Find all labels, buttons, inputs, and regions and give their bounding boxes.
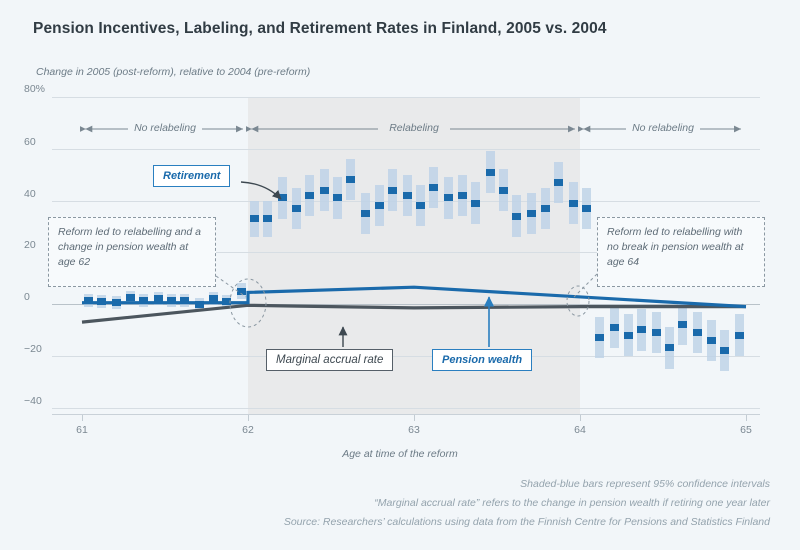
gridline--20 bbox=[52, 355, 760, 357]
x-tick-64: 64 bbox=[574, 424, 586, 436]
marginal-accrual-rate-line bbox=[81, 303, 746, 324]
footnote-1: “Marginal accrual rate” refers to the ch… bbox=[374, 497, 770, 509]
y-tick-0: 0 bbox=[24, 291, 30, 303]
point-estimate-marker bbox=[304, 191, 314, 199]
point-estimate-marker bbox=[595, 334, 605, 342]
point-estimate-marker bbox=[582, 204, 592, 212]
x-tick-61: 61 bbox=[76, 424, 88, 436]
point-estimate-marker bbox=[208, 295, 218, 303]
point-estimate-marker bbox=[333, 194, 343, 202]
point-estimate-marker bbox=[84, 296, 94, 304]
y-tick-40: 40 bbox=[24, 187, 36, 200]
point-estimate-marker bbox=[665, 344, 675, 352]
x-axis-line bbox=[52, 414, 760, 415]
point-estimate-marker bbox=[734, 331, 744, 339]
point-estimate-marker bbox=[678, 321, 688, 329]
point-estimate-marker bbox=[636, 326, 646, 334]
region-label-0: No relabeling bbox=[134, 122, 196, 134]
region-bracket-relabeling bbox=[245, 125, 576, 133]
point-estimate-marker bbox=[610, 323, 620, 331]
x-tick-63: 63 bbox=[408, 424, 420, 436]
footnote-2: Source: Researchers’ calculations using … bbox=[283, 516, 770, 528]
point-estimate-marker bbox=[719, 347, 729, 355]
x-tick-mark-65 bbox=[746, 415, 747, 421]
point-estimate-marker bbox=[263, 215, 273, 223]
point-estimate-marker bbox=[138, 296, 148, 304]
point-estimate-marker bbox=[361, 209, 371, 217]
point-estimate-marker bbox=[553, 178, 563, 186]
region-label-1: Relabeling bbox=[389, 122, 439, 134]
point-estimate-marker bbox=[499, 186, 509, 194]
y-tick--20: −20 bbox=[24, 342, 42, 355]
region-bracket-no-relabeling-right bbox=[577, 125, 742, 133]
x-tick-mark-64 bbox=[580, 415, 581, 421]
point-estimate-marker bbox=[153, 295, 163, 303]
point-estimate-marker bbox=[429, 184, 439, 192]
leader-left-note bbox=[215, 275, 247, 298]
point-estimate-marker bbox=[651, 328, 661, 336]
pension-wealth-line bbox=[82, 285, 747, 309]
point-estimate-marker bbox=[485, 168, 495, 176]
point-estimate-marker bbox=[512, 212, 522, 220]
region-bracket-no-relabeling-left bbox=[79, 125, 244, 133]
x-tick-mark-63 bbox=[414, 415, 415, 421]
chart-subtitle: Change in 2005 (post-reform), relative t… bbox=[36, 66, 311, 78]
point-estimate-marker bbox=[527, 209, 537, 217]
x-tick-62: 62 bbox=[242, 424, 254, 436]
gridline-0 bbox=[52, 304, 760, 305]
tag-pension-wealth: Pension wealth bbox=[432, 349, 533, 371]
point-estimate-marker bbox=[180, 296, 190, 304]
gridline--40 bbox=[52, 407, 760, 409]
point-estimate-marker bbox=[167, 296, 177, 304]
x-tick-mark-62 bbox=[248, 415, 249, 421]
point-estimate-marker bbox=[374, 202, 384, 210]
footnote-0: Shaded-blue bars represent 95% confidenc… bbox=[520, 478, 770, 490]
point-estimate-marker bbox=[319, 186, 329, 194]
point-estimate-marker bbox=[470, 199, 480, 207]
annotation-note-left: Reform led to relabelling and a change i… bbox=[48, 217, 216, 287]
gridline-80 bbox=[52, 97, 760, 98]
y-tick-20: 20 bbox=[24, 239, 36, 252]
point-estimate-marker bbox=[236, 287, 246, 295]
y-tick-60: 60 bbox=[24, 135, 36, 148]
point-estimate-marker bbox=[457, 191, 467, 199]
tag-retirement: Retirement bbox=[153, 165, 231, 187]
x-tick-mark-61 bbox=[82, 415, 83, 421]
point-estimate-marker bbox=[540, 204, 550, 212]
highlight-circle-age64 bbox=[566, 285, 590, 317]
tag-marginal-accrual-rate: Marginal accrual rate bbox=[266, 349, 394, 371]
point-estimate-marker bbox=[444, 194, 454, 202]
point-estimate-marker bbox=[693, 328, 703, 336]
point-estimate-marker bbox=[568, 199, 578, 207]
y-tick--40: −40 bbox=[24, 394, 42, 407]
point-estimate-marker bbox=[125, 294, 135, 302]
point-estimate-marker bbox=[291, 204, 301, 212]
gridline-60 bbox=[52, 148, 760, 150]
point-estimate-marker bbox=[623, 331, 633, 339]
annotation-note-right: Reform led to relabelling with no break … bbox=[597, 217, 765, 287]
point-estimate-marker bbox=[278, 194, 288, 202]
gridline-20 bbox=[52, 252, 760, 254]
x-axis-title: Age at time of the reform bbox=[342, 448, 458, 460]
page-title: Pension Incentives, Labeling, and Retire… bbox=[33, 20, 607, 37]
point-estimate-marker bbox=[346, 176, 356, 184]
point-estimate-marker bbox=[706, 336, 716, 344]
y-tick-80: 80% bbox=[24, 83, 46, 95]
leader-right-note bbox=[573, 273, 598, 298]
retirement-leader-arrow bbox=[240, 181, 282, 200]
point-estimate-marker bbox=[250, 215, 260, 223]
highlight-circle-age62 bbox=[229, 278, 267, 328]
point-estimate-marker bbox=[402, 191, 412, 199]
point-estimate-marker bbox=[387, 186, 397, 194]
region-label-2: No relabeling bbox=[632, 122, 694, 134]
x-tick-65: 65 bbox=[740, 424, 752, 436]
point-estimate-marker bbox=[416, 202, 426, 210]
